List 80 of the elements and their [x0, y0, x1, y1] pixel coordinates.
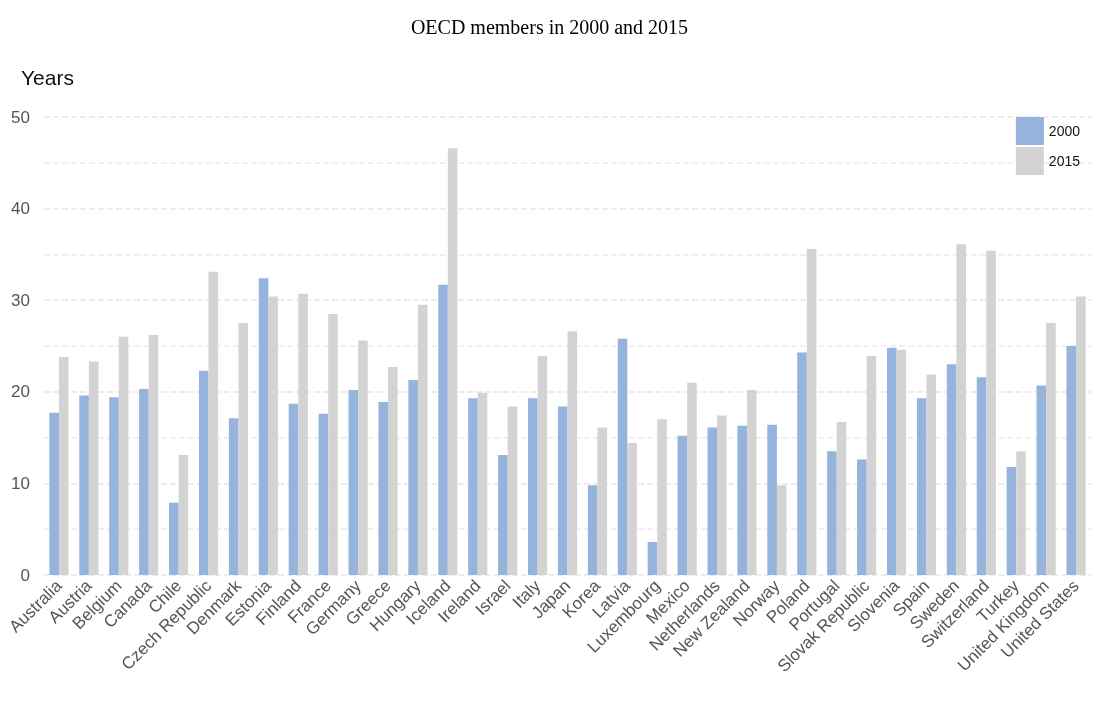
bar [916, 398, 927, 575]
bar [737, 425, 747, 575]
bar [438, 284, 448, 575]
bar [836, 422, 847, 575]
bar [1046, 323, 1056, 575]
bar [986, 250, 996, 575]
bar [348, 389, 359, 575]
bar [866, 356, 877, 575]
bar [1006, 466, 1017, 575]
chart-title: OECD members in 2000 and 2015 [410, 16, 689, 38]
bar [886, 347, 897, 575]
bar [88, 361, 99, 575]
bar [49, 412, 59, 575]
bar [468, 398, 478, 575]
bar [507, 406, 518, 575]
bar [238, 323, 249, 575]
bar [1016, 451, 1026, 575]
bar [178, 455, 189, 575]
y-tick-label: 40 [11, 199, 30, 219]
bar [477, 392, 488, 575]
bar [288, 403, 299, 575]
bar [498, 455, 508, 575]
bar [139, 389, 149, 575]
bar [109, 397, 119, 575]
bar [597, 427, 607, 575]
bar [447, 148, 458, 575]
bar [228, 418, 239, 575]
bar [896, 349, 907, 575]
bar [746, 389, 757, 575]
bar [707, 427, 718, 575]
bar [318, 413, 329, 575]
bar [657, 419, 667, 575]
bar [806, 248, 817, 575]
bar [627, 443, 637, 575]
bar [148, 335, 159, 575]
bar [118, 336, 129, 575]
y-axis-title: Years [21, 66, 74, 89]
bar [528, 398, 538, 575]
bar [776, 485, 787, 575]
bar [617, 338, 628, 575]
y-tick-label: 30 [11, 290, 30, 310]
y-tick-label: 20 [11, 382, 30, 402]
bar [677, 435, 688, 575]
bar [328, 313, 338, 575]
bar [268, 296, 278, 575]
bar [956, 244, 966, 575]
bar [258, 278, 269, 575]
bar [417, 304, 428, 575]
y-tick-label: 10 [11, 473, 30, 493]
bar [587, 485, 598, 575]
bar [717, 415, 727, 575]
bar [797, 352, 807, 575]
legend-label: 2000 [1048, 123, 1081, 139]
bar [298, 293, 308, 575]
bar [1036, 385, 1047, 575]
bar [946, 364, 957, 575]
bar [857, 459, 867, 575]
bar [557, 406, 568, 575]
legend-label: 2015 [1048, 153, 1081, 169]
bar [408, 379, 418, 575]
bar [1066, 346, 1077, 575]
bar [767, 424, 777, 575]
y-tick-label: 0 [20, 565, 30, 585]
bar [827, 451, 837, 575]
bar [58, 356, 69, 575]
bar [976, 377, 987, 575]
bar [1076, 296, 1086, 575]
bar [198, 370, 209, 575]
bar [567, 331, 578, 575]
bar [647, 542, 658, 575]
bar [79, 395, 89, 575]
y-tick-label: 50 [11, 107, 30, 127]
bar [358, 340, 368, 575]
bar [378, 401, 389, 575]
bar [208, 271, 219, 575]
bar [537, 356, 548, 575]
bar [926, 374, 937, 575]
bar [687, 382, 697, 575]
bar [169, 502, 179, 575]
bar [388, 367, 398, 575]
